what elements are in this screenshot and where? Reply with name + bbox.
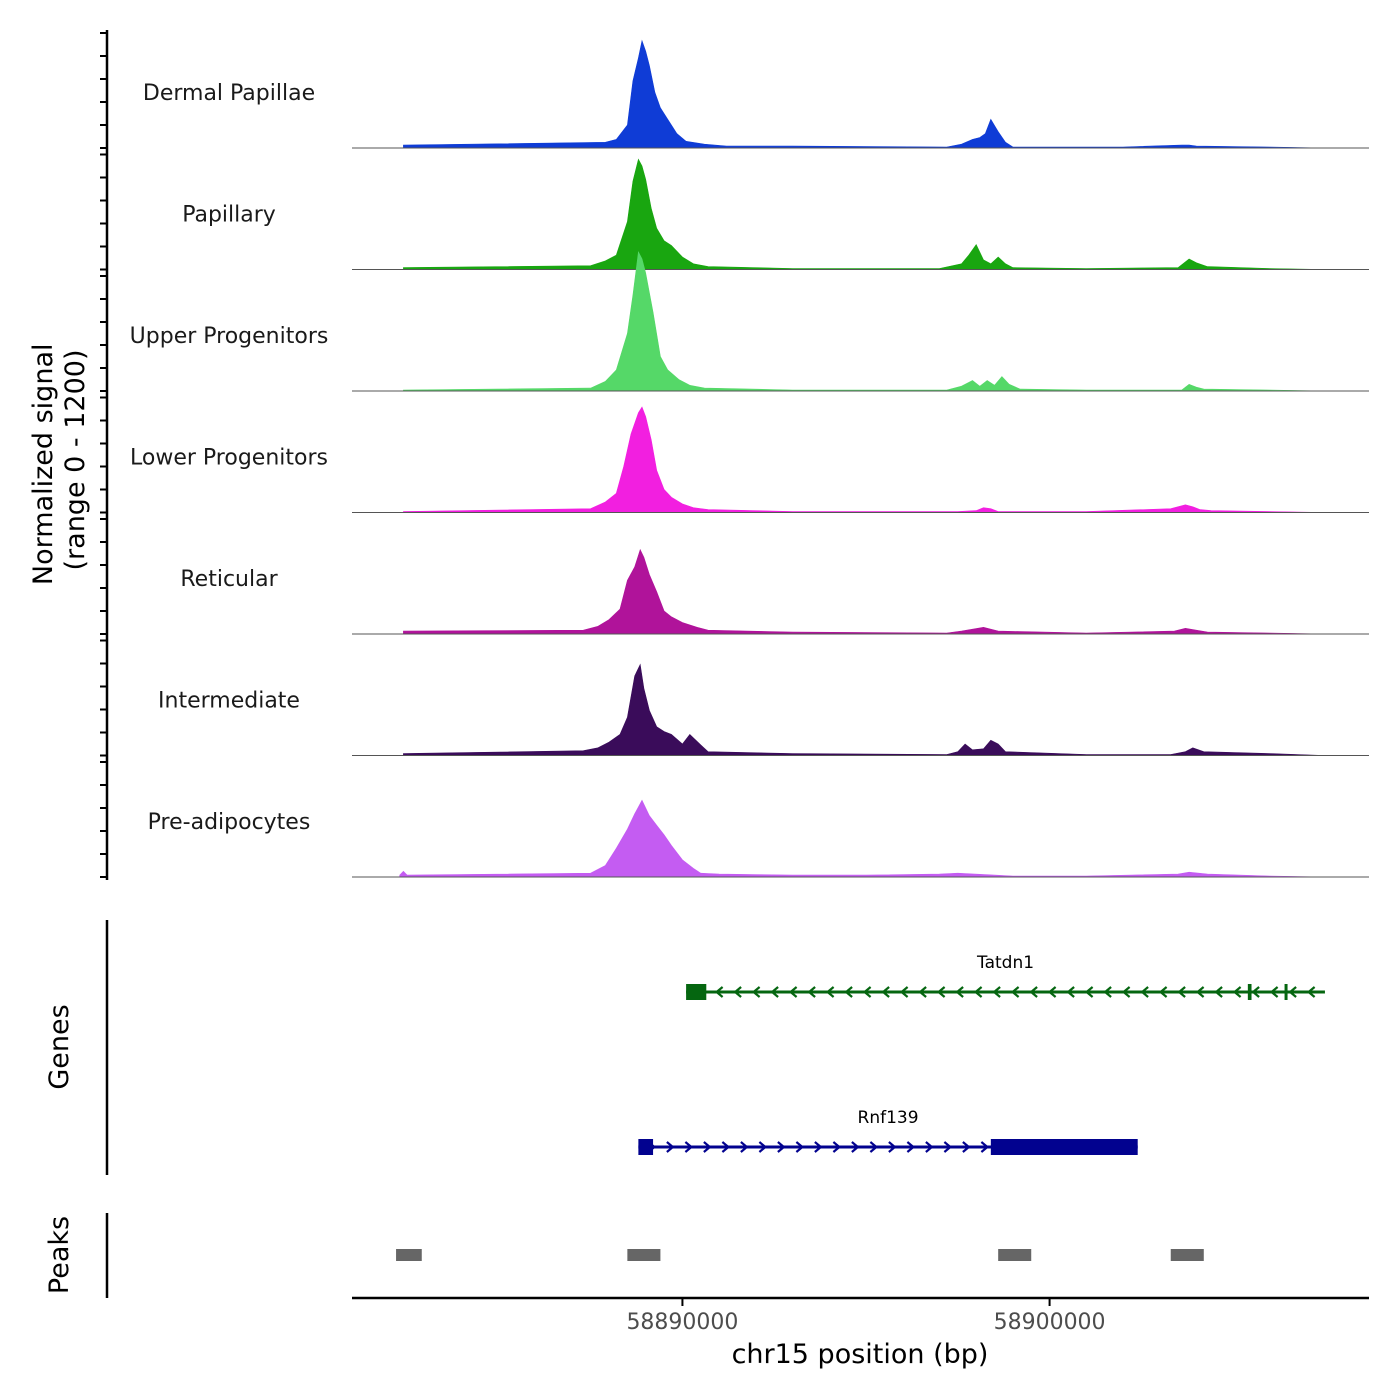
peak-region (1170, 1249, 1204, 1261)
gene-label: Rnf139 (858, 1108, 919, 1128)
coverage-area (403, 406, 1325, 513)
track-pre-adipocytes: Pre-adipocytes (148, 799, 1369, 878)
peaks-panel-title: Peaks (44, 1216, 75, 1294)
strand-arrow (777, 1141, 786, 1153)
track-reticular: Reticular (180, 548, 1369, 635)
track-papillary: Papillary (182, 158, 1369, 270)
strand-arrow (962, 1141, 971, 1153)
peak-region (396, 1249, 422, 1261)
strand-arrow (1232, 986, 1242, 998)
track-label: Reticular (180, 567, 278, 592)
strand-arrow (751, 986, 761, 998)
genes-panel: Tatdn1 Rnf139 (638, 953, 1325, 1155)
strand-arrow (869, 1141, 879, 1153)
track-label: Dermal Papillae (143, 81, 315, 106)
coverage-area (399, 799, 1325, 878)
strand-arrow (936, 986, 946, 998)
coverage-area (403, 663, 1325, 756)
strand-arrow (992, 986, 1001, 998)
strand-arrow (825, 986, 835, 998)
strand-arrow (881, 986, 890, 998)
gene-rnf139: Rnf139 (638, 1108, 1138, 1155)
strand-arrow (980, 1141, 990, 1153)
strand-arrow (1158, 986, 1168, 998)
strand-arrow (1047, 986, 1057, 998)
track-lower-progenitors: Lower Progenitors (130, 406, 1369, 513)
strand-arrow (899, 986, 909, 998)
strand-arrow (788, 986, 798, 998)
peak-region (998, 1249, 1032, 1261)
strand-arrow (1288, 986, 1297, 998)
strand-arrow (1066, 986, 1075, 998)
track-label: Upper Progenitors (130, 324, 329, 349)
strand-arrow (703, 1141, 712, 1153)
strand-arrow (906, 1141, 916, 1153)
strand-arrow (1140, 986, 1149, 998)
gene-label: Tatdn1 (976, 953, 1034, 973)
track-label: Papillary (182, 203, 276, 228)
peak-region (627, 1249, 661, 1261)
coverage-area (403, 251, 1325, 392)
strand-arrow (1195, 986, 1205, 998)
strand-arrow (832, 1141, 842, 1153)
strand-arrow (973, 986, 983, 998)
strand-arrow (814, 1141, 823, 1153)
strand-arrow (740, 1141, 749, 1153)
strand-arrow (1251, 986, 1260, 998)
strand-arrow (918, 986, 927, 998)
gene-exon (1247, 984, 1252, 1000)
strand-arrow (770, 986, 779, 998)
strand-arrow (925, 1141, 934, 1153)
track-dermal-papillae: Dermal Papillae (143, 39, 1369, 149)
strand-arrow (1177, 986, 1186, 998)
track-label: Pre-adipocytes (148, 810, 311, 835)
strand-arrow (1029, 986, 1038, 998)
track-intermediate: Intermediate (158, 663, 1369, 756)
coverage-y-axis (100, 30, 109, 880)
strand-arrow (851, 1141, 860, 1153)
strand-arrow (862, 986, 872, 998)
gene-exon (990, 1139, 1138, 1155)
strand-arrow (795, 1141, 805, 1153)
strand-arrow (955, 986, 964, 998)
coverage-area (403, 548, 1325, 635)
strand-arrow (1010, 986, 1020, 998)
strand-arrow (758, 1141, 768, 1153)
x-axis: 58890000 58900000 (352, 1296, 1369, 1335)
strand-arrow (1269, 986, 1279, 998)
strand-arrow (1214, 986, 1223, 998)
track-label: Lower Progenitors (130, 446, 328, 471)
track-label: Intermediate (158, 689, 300, 714)
strand-arrow (721, 1141, 731, 1153)
strand-arrow (844, 986, 853, 998)
gene-tatdn1: Tatdn1 (686, 953, 1325, 1000)
strand-arrow (807, 986, 816, 998)
strand-arrow (1103, 986, 1112, 998)
coverage-area (403, 39, 1325, 149)
x-axis-title: chr15 position (bp) (732, 1339, 989, 1370)
strand-arrow (1121, 986, 1131, 998)
gene-exon (1284, 984, 1288, 1000)
coverage-tracks: Dermal Papillae Papillary Upper Progenitor… (130, 39, 1369, 878)
strand-arrow (943, 1141, 953, 1153)
x-tick-label: 58890000 (626, 1310, 738, 1335)
strand-arrow (714, 986, 724, 998)
x-tick-label: 58900000 (994, 1310, 1106, 1335)
strand-arrow (1084, 986, 1094, 998)
gene-exon (638, 1139, 654, 1155)
track-upper-progenitors: Upper Progenitors (130, 251, 1369, 392)
strand-arrow (666, 1141, 675, 1153)
strand-arrow (1306, 986, 1316, 998)
peaks-panel (396, 1249, 1204, 1261)
coverage-area (403, 158, 1325, 270)
strand-arrow (888, 1141, 897, 1153)
gene-exon (686, 984, 707, 1000)
y-axis-title-line2: (range 0 - 1200) (60, 350, 91, 571)
strand-arrow (733, 986, 742, 998)
y-axis-title-line1: Normalized signal (28, 344, 59, 586)
strand-arrow (684, 1141, 694, 1153)
genes-panel-title: Genes (44, 1004, 75, 1089)
y-axis-title: Normalized signal (range 0 - 1200) (28, 335, 91, 585)
